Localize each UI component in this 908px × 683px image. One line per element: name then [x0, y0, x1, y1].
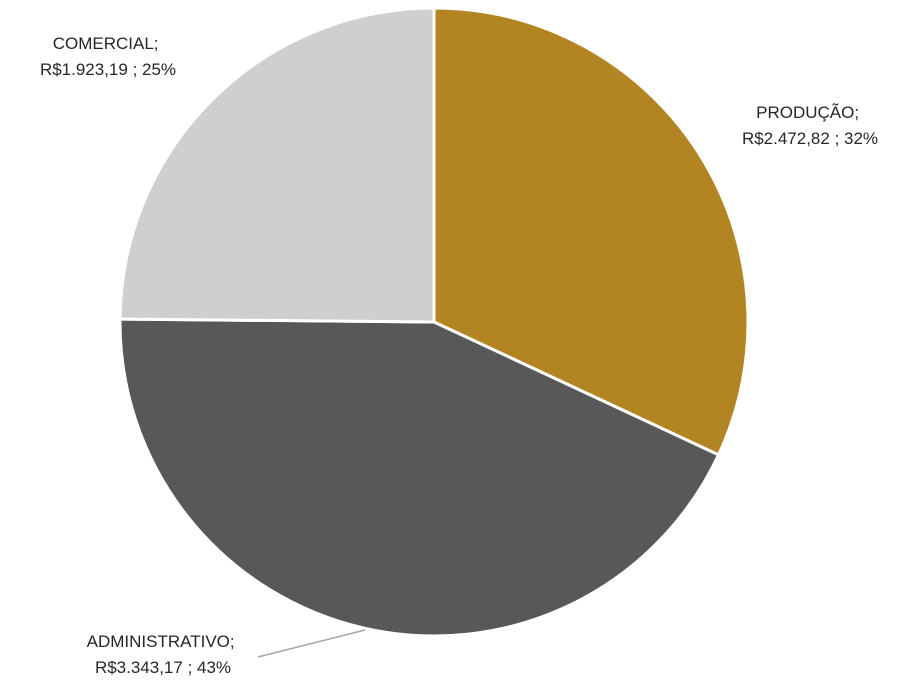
data-label-comercial-percent: 25% — [142, 60, 176, 79]
data-label-comercial: COMERCIAL; R$1.923,19 ; 25% — [40, 34, 176, 79]
data-label-producao-percent: 32% — [844, 129, 878, 148]
data-label-producao-value: R$2.472,82 — [742, 129, 830, 148]
data-label-administrativo-percent: 43% — [197, 658, 231, 677]
data-label-administrativo-name: ADMINISTRATIVO — [87, 632, 230, 651]
pie-slice-comercial — [118, 6, 436, 324]
data-label-comercial-value: R$1.923,19 — [40, 60, 128, 79]
data-label-producao-name: PRODUÇÃO — [756, 103, 854, 122]
data-label-administrativo-value: R$3.343,17 — [95, 658, 183, 677]
pie-slices — [118, 6, 750, 638]
pie-slice-administrativo — [118, 317, 721, 638]
data-label-administrativo: ADMINISTRATIVO; R$3.343,17 ; 43% — [87, 632, 240, 677]
data-label-producao: PRODUÇÃO; R$2.472,82 ; 32% — [742, 103, 878, 148]
pie-slice-producao — [432, 6, 750, 457]
leader-line-administrativo — [257, 629, 366, 658]
data-label-comercial-name: COMERCIAL — [53, 34, 154, 53]
